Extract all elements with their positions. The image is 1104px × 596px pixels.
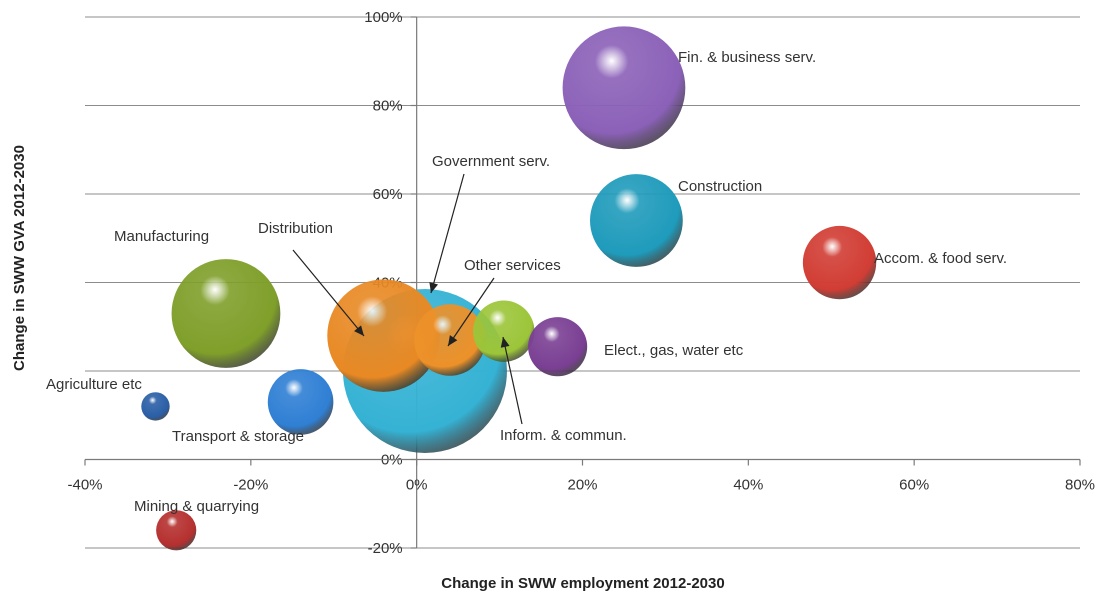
label-arrows: [292, 173, 523, 425]
bubble-label-transport-storage: Transport & storage: [172, 428, 304, 445]
arrow-government-serv-head: [429, 282, 439, 293]
arrow-distribution: [292, 249, 365, 337]
bubble-label-accom-food-serv: Accom. & food serv.: [874, 250, 1007, 267]
arrow-government-serv: [430, 173, 465, 294]
y-axis-title: Change in SWW GVA 2012-2030: [11, 145, 28, 371]
x-tick-label: 0%: [406, 477, 428, 494]
bubble-transport-storage: [267, 369, 334, 435]
bubbles: [141, 26, 877, 551]
arrow-other-services-head: [448, 335, 458, 346]
bubble-agriculture-etc: [141, 392, 170, 421]
arrow-other-services: [447, 277, 495, 347]
bubble-accom-food-serv: [802, 225, 877, 300]
bubble-label-fin-business-serv: Fin. & business serv.: [678, 49, 816, 66]
x-tick-label: -40%: [67, 477, 102, 494]
bubble-distribution: [327, 279, 440, 392]
y-tick-label: -20%: [368, 540, 403, 557]
bubble-label-inform-commun: Inform. & commun.: [500, 427, 627, 444]
bubble-label-distribution: Distribution: [258, 220, 333, 237]
bubble-labels: Government serv. Fin. & business serv. Con…: [46, 49, 1007, 515]
bubble-manufacturing: [171, 259, 281, 368]
x-tick-label: 80%: [1065, 477, 1095, 494]
x-tick-label: 40%: [733, 477, 763, 494]
bubble-mining-quarrying: [156, 510, 197, 551]
x-tick-label: 60%: [899, 477, 929, 494]
bubble-label-other-services: Other services: [464, 257, 561, 274]
bubble-label-government-serv: Government serv.: [432, 153, 550, 170]
bubble-label-mining-quarrying: Mining & quarrying: [134, 498, 259, 515]
arrow-distribution-head: [354, 325, 364, 336]
y-tick-label: 100%: [364, 9, 402, 26]
bubble-label-construction: Construction: [678, 178, 762, 195]
y-tick-label: 80%: [373, 98, 403, 115]
bubble-label-elect-gas-water-etc: Elect., gas, water etc: [604, 342, 744, 359]
bubble-label-agriculture-etc: Agriculture etc: [46, 376, 142, 393]
bubble-label-manufacturing: Manufacturing: [114, 228, 209, 245]
x-tick-label: 20%: [567, 477, 597, 494]
bubble-elect-gas-water-etc: [528, 317, 588, 377]
y-tick-label: 60%: [373, 186, 403, 203]
bubble-fin-business-serv: [562, 26, 686, 150]
bubble-construction: [590, 174, 683, 267]
x-axis-title: Change in SWW employment 2012-2030: [441, 575, 724, 592]
arrow-inform-commun-head: [500, 337, 510, 348]
x-tick-label: -20%: [233, 477, 268, 494]
bubble-inform-commun: [473, 300, 535, 362]
arrow-inform-commun: [502, 336, 523, 425]
